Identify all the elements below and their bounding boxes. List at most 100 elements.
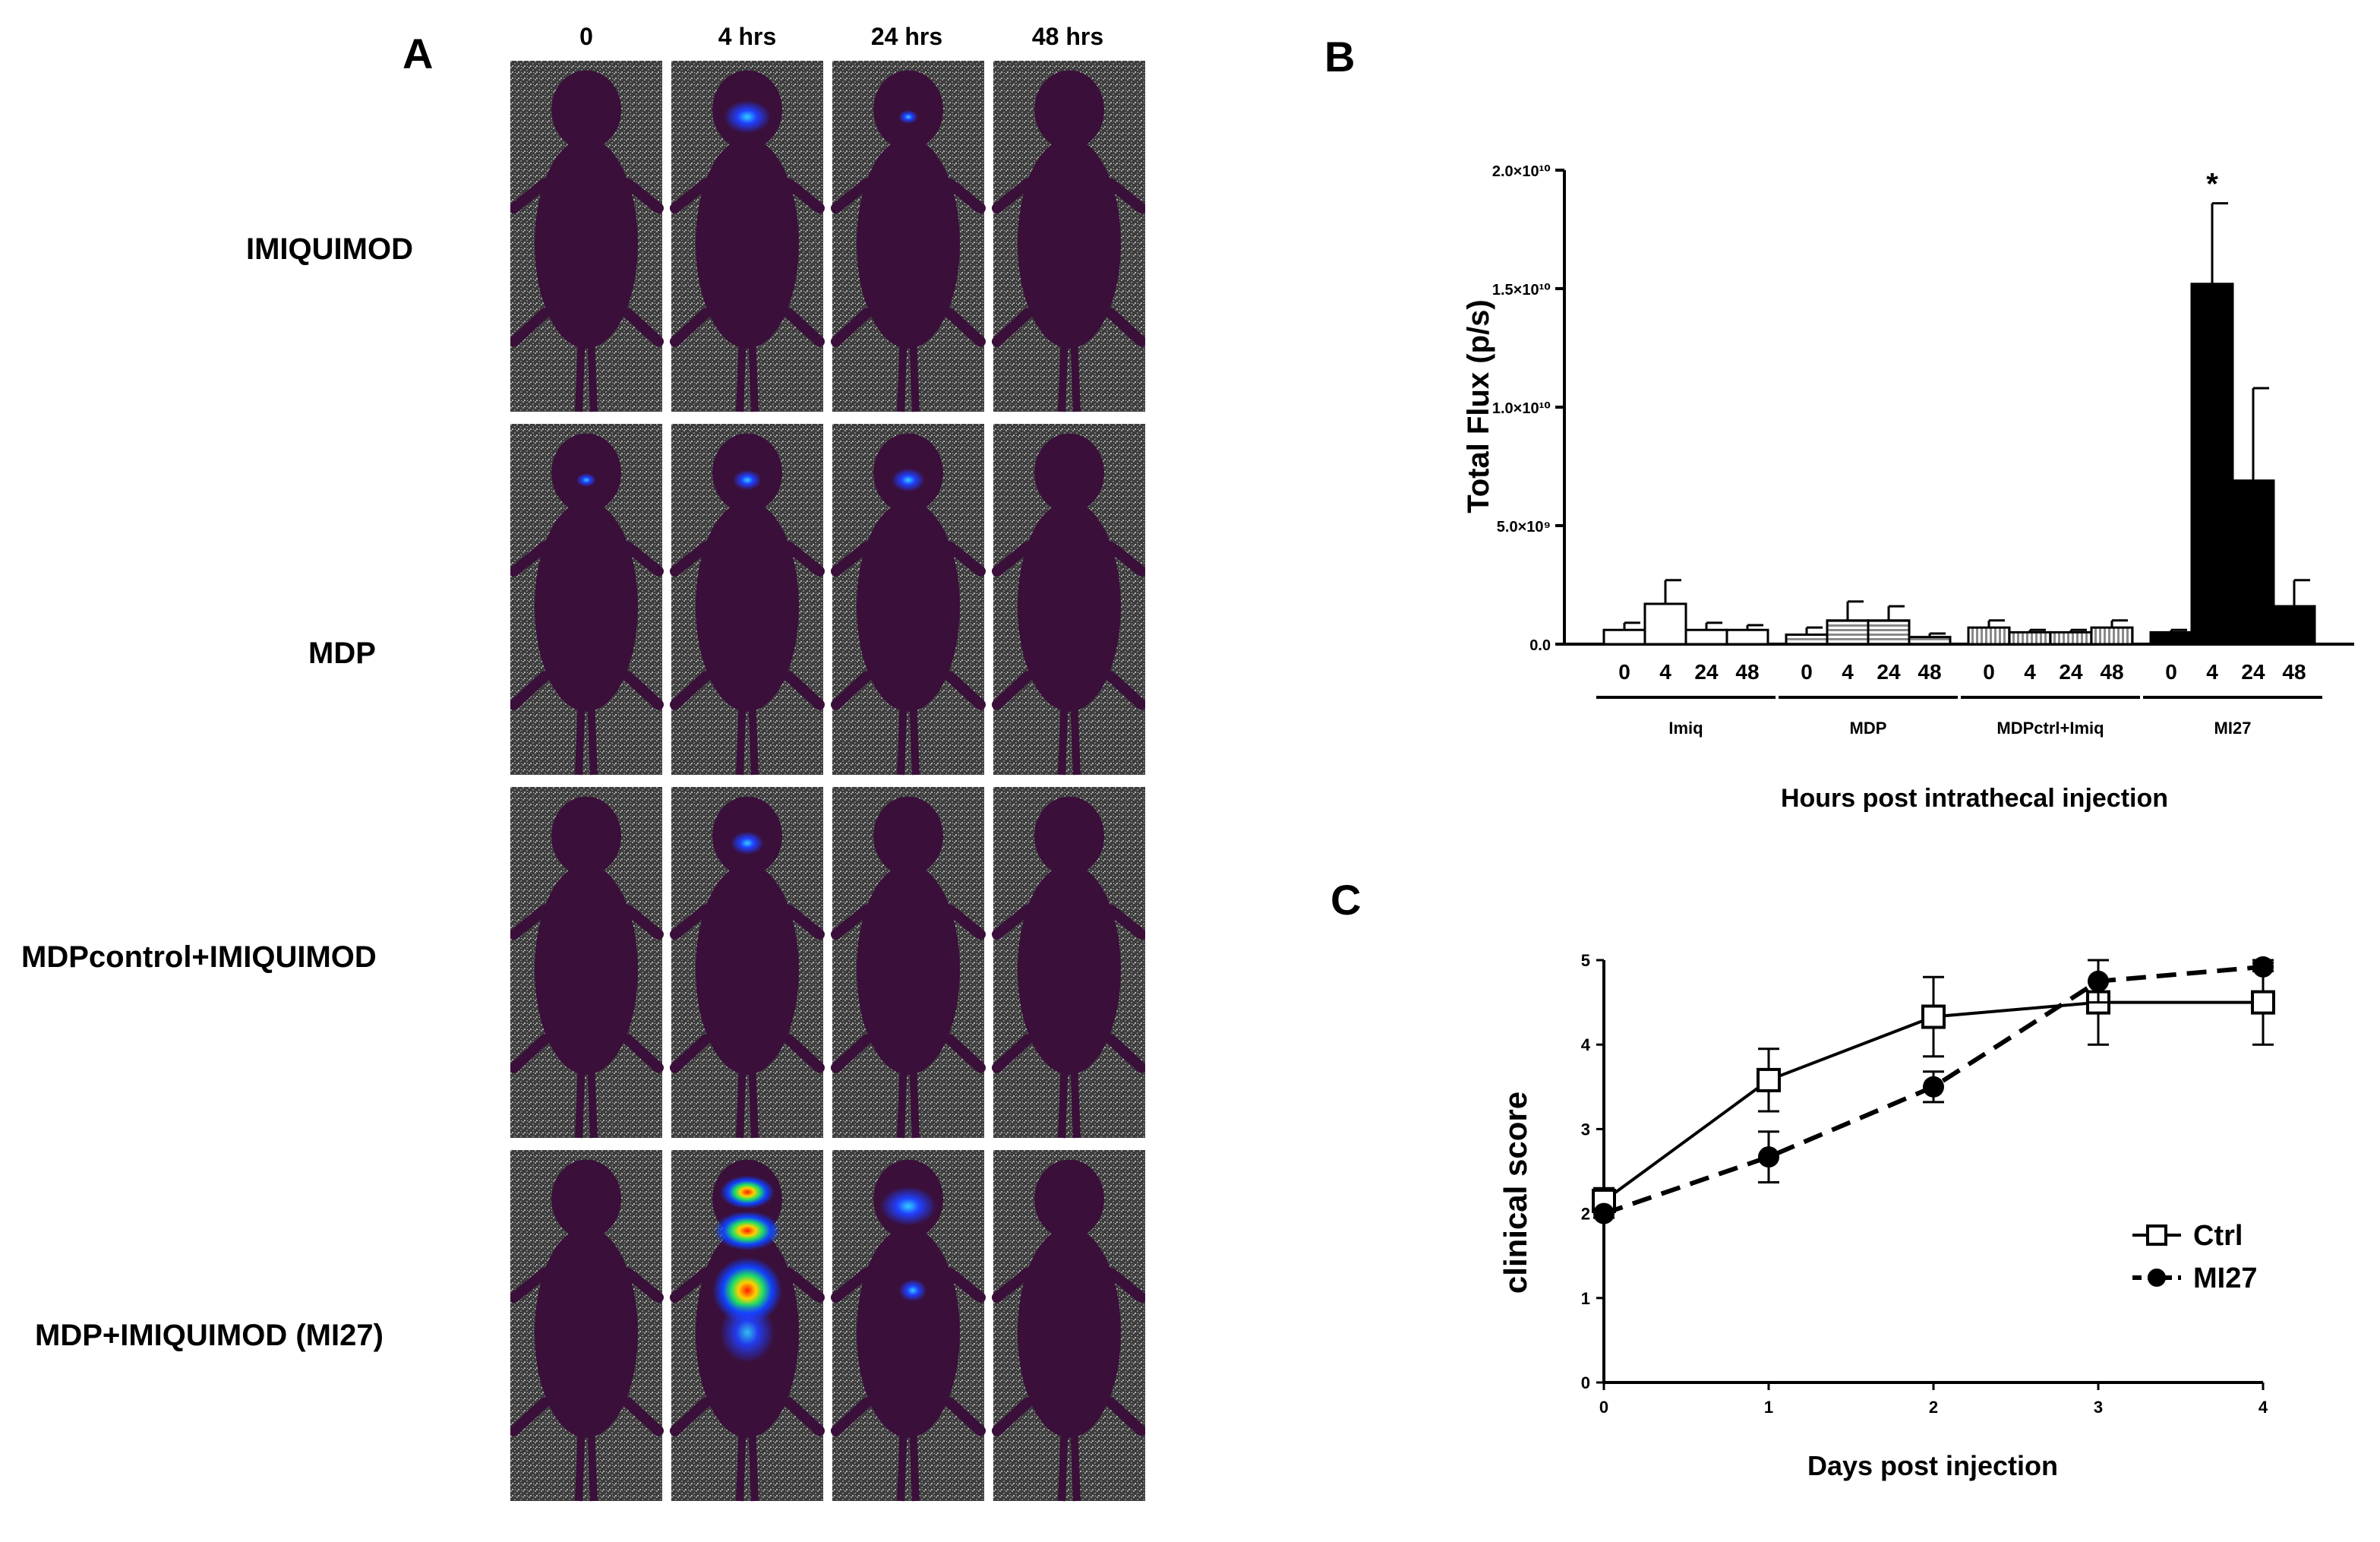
- row-label: MDPcontrol+IMIQUIMOD: [21, 940, 377, 974]
- x-tick-label: 1: [1764, 1398, 1773, 1417]
- significance-marker: *: [2206, 168, 2218, 201]
- x-tick-label: 0: [1983, 660, 1995, 684]
- clinical-score-line-chart: clinical score Days post injection 0 1 2 3 4…: [1498, 951, 2275, 1481]
- mouse-image-tile: [831, 61, 986, 412]
- group-label: MI27: [2214, 719, 2252, 738]
- bar: [1602, 628, 1646, 646]
- mouse-head: [551, 70, 621, 150]
- bar: [2008, 630, 2052, 646]
- panel-a-letter: A: [402, 30, 434, 77]
- y-tick-label: 1.5×10¹⁰: [1492, 282, 1551, 299]
- x-tick-label: 24: [2059, 660, 2083, 684]
- y-tick-label: 2: [1581, 1205, 1590, 1224]
- legend-label: Ctrl: [2193, 1220, 2243, 1252]
- bar: [2231, 479, 2275, 646]
- x-axis-label: Hours post intrathecal injection: [1781, 784, 2168, 813]
- data-point: [2251, 990, 2275, 1015]
- data-point: [1921, 1004, 1946, 1029]
- data-point: [2252, 956, 2274, 978]
- bar: [1684, 628, 1728, 646]
- panel-c-letter: C: [1330, 876, 1362, 924]
- mouse-limbs: [992, 541, 1145, 710]
- mouse-limbs: [510, 178, 664, 347]
- x-tick-label: 4: [1659, 660, 1671, 684]
- mouse-body: [857, 864, 960, 1075]
- mouse-limbs: [670, 541, 825, 710]
- mouse-head: [551, 796, 621, 876]
- mouse-image-tile: [992, 424, 1145, 776]
- signal-hotspot: [892, 468, 925, 492]
- y-tick-label: 5.0×10⁹: [1497, 519, 1551, 536]
- mouse-limbs: [510, 904, 664, 1073]
- mouse-limbs: [831, 1267, 986, 1436]
- x-tick-label: 4: [2206, 660, 2218, 684]
- y-tick-label: 3: [1581, 1120, 1590, 1139]
- mouse-head: [1034, 796, 1104, 876]
- mouse-limbs: [670, 1267, 825, 1436]
- mouse-image-tile: [510, 787, 664, 1139]
- signal-hotspot: [714, 1211, 781, 1251]
- signal-hotspot: [576, 472, 596, 488]
- bar: [1826, 619, 1870, 646]
- mouse-image-tile: [992, 787, 1145, 1139]
- mouse-image-tile: [831, 424, 986, 776]
- x-tick-label: 24: [1877, 660, 1901, 684]
- y-tick-label: 4: [1581, 1035, 1591, 1054]
- mouse-limbs: [831, 541, 986, 710]
- mouse-head: [1034, 70, 1104, 150]
- signal-hotspot: [880, 1187, 936, 1226]
- signal-hotspot: [898, 109, 918, 125]
- mouse-limbs: [992, 904, 1145, 1073]
- x-tick-label: 4: [1842, 660, 1854, 684]
- group-label: Imiq: [1668, 719, 1703, 738]
- signal-hotspot: [712, 1256, 782, 1324]
- x-tick-label: 3: [2094, 1398, 2103, 1417]
- mouse-head: [873, 70, 943, 150]
- mouse-body: [1018, 1227, 1121, 1438]
- mouse-limbs: [510, 541, 664, 710]
- mouse-image-tile: [670, 1150, 825, 1502]
- mouse-body: [857, 501, 960, 712]
- mouse-head: [551, 433, 621, 513]
- y-tick-label: 0: [1581, 1373, 1590, 1392]
- mouse-limbs: [992, 1267, 1145, 1436]
- bioluminescence-image-grid: [510, 61, 1145, 1502]
- panel-b-letter: B: [1324, 33, 1356, 81]
- mouse-image-tile: [670, 61, 825, 412]
- y-tick-label: 1: [1581, 1289, 1590, 1308]
- bar: [1967, 626, 2011, 646]
- mouse-image-tile: [670, 424, 825, 776]
- x-tick-label: 24: [2241, 660, 2265, 684]
- mouse-body: [857, 137, 960, 349]
- x-tick-label: 4: [2258, 1398, 2268, 1417]
- signal-hotspot: [720, 1175, 775, 1209]
- data-point: [1923, 1076, 1944, 1098]
- column-header: 0: [579, 23, 593, 50]
- mouse-head: [1034, 1159, 1104, 1239]
- x-tick-label: 0: [1618, 660, 1630, 684]
- row-label: MDP: [308, 637, 376, 670]
- bar: [1867, 619, 1911, 646]
- column-header: 24 hrs: [870, 23, 943, 50]
- signal-hotspot: [724, 100, 771, 134]
- column-header: 48 hrs: [1031, 23, 1104, 50]
- row-label: IMIQUIMOD: [246, 232, 413, 266]
- x-tick-label: 48: [2282, 660, 2306, 684]
- data-point: [2088, 970, 2109, 992]
- mouse-limbs: [831, 904, 986, 1073]
- y-tick-label: 5: [1581, 951, 1590, 970]
- mouse-limbs: [670, 904, 825, 1073]
- bar: [2049, 630, 2093, 646]
- legend-marker: [2146, 1224, 2167, 1246]
- mouse-body: [535, 137, 638, 349]
- x-tick-label: 0: [1599, 1398, 1608, 1417]
- x-axis-label: Days post injection: [1807, 1450, 2058, 1481]
- group-label: MDPctrl+Imiq: [1996, 719, 2104, 738]
- mouse-body: [857, 1227, 960, 1438]
- mouse-body: [696, 864, 799, 1075]
- signal-hotspot: [898, 1279, 927, 1302]
- mouse-image-tile: [670, 787, 825, 1139]
- total-flux-bar-chart: Total Flux (p/s) Hours post intrathecal …: [1462, 163, 2354, 813]
- bar: [1725, 628, 1769, 646]
- x-tick-label: 48: [2100, 660, 2123, 684]
